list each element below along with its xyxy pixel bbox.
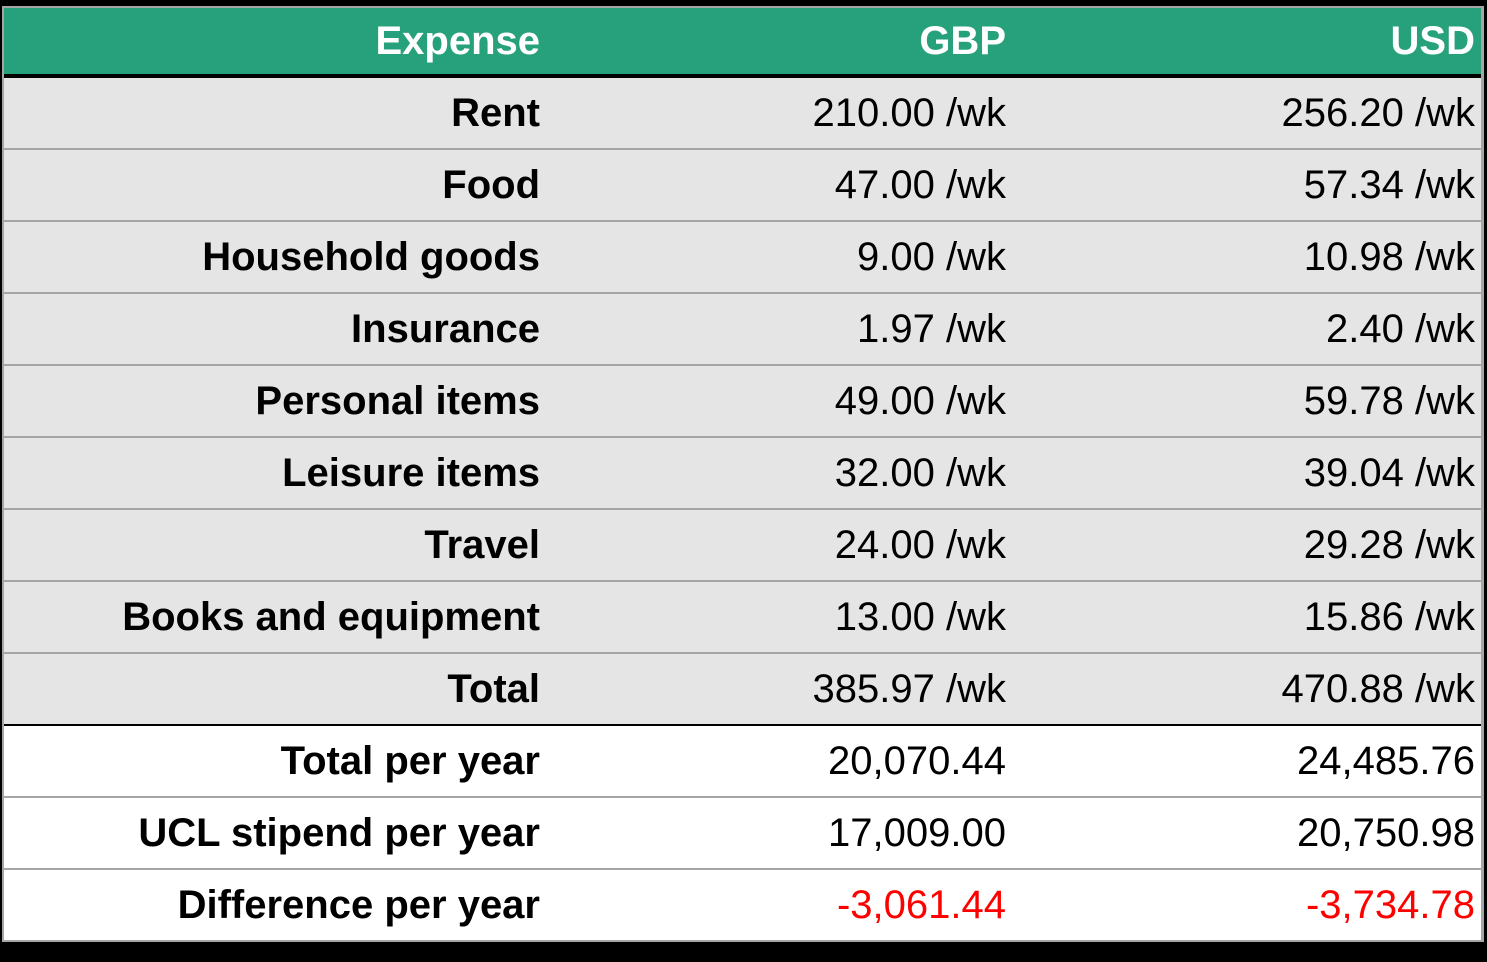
usd-value: 39.04 /wk bbox=[1303, 451, 1475, 495]
gbp-value: 49.00 /wk bbox=[834, 379, 1006, 423]
usd-value: 470.88 /wk bbox=[1281, 667, 1475, 711]
gbp-negative-value: -3,061.44 bbox=[836, 883, 1006, 927]
table-row-insurance: Insurance 1.97 /wk 2.40 /wk bbox=[4, 294, 1481, 366]
row-label: Books and equipment bbox=[122, 595, 540, 639]
row-label: UCL stipend per year bbox=[138, 811, 540, 855]
row-label: Insurance bbox=[351, 307, 540, 351]
gbp-value: 210.00 /wk bbox=[812, 91, 1006, 135]
gbp-value: 17,009.00 bbox=[828, 811, 1006, 855]
gbp-value: 1.97 /wk bbox=[857, 307, 1006, 351]
gbp-value: 13.00 /wk bbox=[834, 595, 1006, 639]
table-row-difference-per-year: Difference per year -3,061.44 -3,734.78 bbox=[4, 870, 1481, 940]
row-label: Travel bbox=[424, 523, 540, 567]
row-label: Difference per year bbox=[177, 883, 540, 927]
usd-value: 10.98 /wk bbox=[1303, 235, 1475, 279]
usd-value: 15.86 /wk bbox=[1303, 595, 1475, 639]
row-label: Personal items bbox=[255, 379, 540, 423]
table-row-personal-items: Personal items 49.00 /wk 59.78 /wk bbox=[4, 366, 1481, 438]
usd-value: 57.34 /wk bbox=[1303, 163, 1475, 207]
table-row-food: Food 47.00 /wk 57.34 /wk bbox=[4, 150, 1481, 222]
table-row-ucl-stipend-per-year: UCL stipend per year 17,009.00 20,750.98 bbox=[4, 798, 1481, 870]
gbp-value: 20,070.44 bbox=[828, 739, 1006, 783]
table-header-row: Expense GBP USD bbox=[4, 8, 1481, 78]
usd-value: 2.40 /wk bbox=[1326, 307, 1475, 351]
table-row-household-goods: Household goods 9.00 /wk 10.98 /wk bbox=[4, 222, 1481, 294]
gbp-value: 32.00 /wk bbox=[834, 451, 1006, 495]
row-label: Total per year bbox=[280, 739, 540, 783]
usd-value: 29.28 /wk bbox=[1303, 523, 1475, 567]
usd-value: 256.20 /wk bbox=[1281, 91, 1475, 135]
row-label: Total bbox=[447, 667, 540, 711]
header-expense: Expense bbox=[375, 19, 540, 63]
usd-value: 24,485.76 bbox=[1297, 739, 1475, 783]
gbp-value: 47.00 /wk bbox=[834, 163, 1006, 207]
table-row-total-per-year: Total per year 20,070.44 24,485.76 bbox=[4, 726, 1481, 798]
header-usd: USD bbox=[1390, 19, 1475, 63]
gbp-value: 385.97 /wk bbox=[812, 667, 1006, 711]
usd-negative-value: -3,734.78 bbox=[1305, 883, 1475, 927]
usd-value: 20,750.98 bbox=[1297, 811, 1475, 855]
header-gbp: GBP bbox=[919, 19, 1006, 63]
usd-value: 59.78 /wk bbox=[1303, 379, 1475, 423]
gbp-value: 24.00 /wk bbox=[834, 523, 1006, 567]
table-row-leisure-items: Leisure items 32.00 /wk 39.04 /wk bbox=[4, 438, 1481, 510]
expense-table: Expense GBP USD Rent 210.00 /wk 256.20 /… bbox=[2, 6, 1484, 942]
gbp-value: 9.00 /wk bbox=[857, 235, 1006, 279]
row-label: Rent bbox=[451, 91, 540, 135]
row-label: Leisure items bbox=[282, 451, 540, 495]
table-row-rent: Rent 210.00 /wk 256.20 /wk bbox=[4, 78, 1481, 150]
table-row-travel: Travel 24.00 /wk 29.28 /wk bbox=[4, 510, 1481, 582]
row-label: Household goods bbox=[202, 235, 540, 279]
row-label: Food bbox=[442, 163, 540, 207]
table-row-books-and-equipment: Books and equipment 13.00 /wk 15.86 /wk bbox=[4, 582, 1481, 654]
table-row-total-weekly: Total 385.97 /wk 470.88 /wk bbox=[4, 654, 1481, 726]
